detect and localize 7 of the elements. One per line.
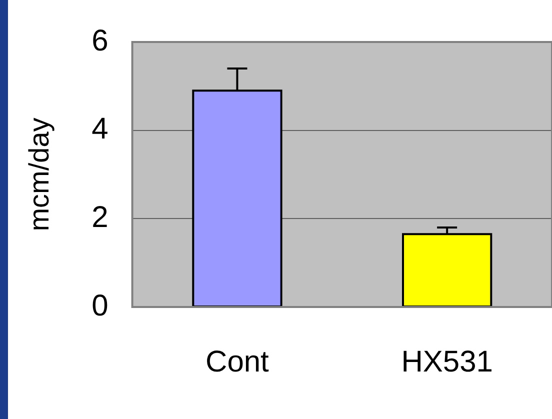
y-tick-label: 2: [92, 200, 108, 234]
x-tick-label: Cont: [206, 345, 270, 378]
x-tick-label: HX531: [401, 345, 493, 378]
y-tick-label: 6: [92, 24, 108, 58]
y-tick-label: 4: [92, 112, 108, 146]
y-axis-title: mcm/day: [24, 118, 55, 232]
y-tick-label: 0: [92, 289, 108, 322]
